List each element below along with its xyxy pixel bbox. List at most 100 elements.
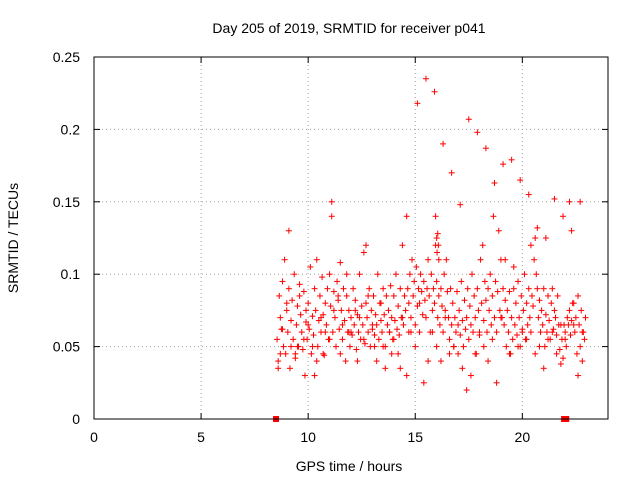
chart-title: Day 205 of 2019, SRMTID for receiver p04… [212,20,485,36]
data-point [578,307,585,314]
data-point [384,321,391,328]
data-point [308,350,315,357]
data-point [288,343,295,350]
data-point [549,329,556,336]
data-point [365,292,372,299]
data-point [568,227,575,234]
data-point [566,307,573,314]
data-point [440,329,447,336]
data-point [538,307,545,314]
data-point [490,213,497,220]
data-point [402,307,409,314]
data-point [479,242,486,249]
data-point [577,343,584,350]
y-tick-label: 0.25 [53,49,80,65]
data-point [420,379,427,386]
data-point [343,292,350,299]
data-point [456,307,463,314]
data-point [489,292,496,299]
data-point [545,292,552,299]
data-point [369,321,376,328]
data-point [579,329,586,336]
data-point [426,292,433,299]
data-point [326,336,333,343]
data-point [502,256,509,263]
data-point [475,307,482,314]
data-point [506,350,513,357]
data-point [337,259,344,266]
x-tick-label: 10 [300,429,316,445]
data-point [290,336,297,343]
data-point [326,271,333,278]
data-point [553,350,560,357]
data-point [480,343,487,350]
data-point [399,314,406,321]
data-point [327,303,334,310]
data-point [442,307,449,314]
data-point [429,329,436,336]
x-axis-label: GPS time / hours [296,458,403,474]
data-point [564,314,571,321]
data-point [437,285,444,292]
data-point [452,329,459,336]
data-point [418,288,425,295]
data-point [386,329,393,336]
data-point [533,271,540,278]
data-point [416,329,423,336]
data-point [515,343,522,350]
data-point [283,300,290,307]
data-point [390,292,397,299]
data-point [572,314,579,321]
data-point [314,343,321,350]
data-point [293,321,300,328]
data-point [405,300,412,307]
data-point [285,285,292,292]
data-point [527,329,534,336]
data-point [282,350,289,357]
data-point [441,271,448,278]
data-point [322,329,329,336]
data-point [323,321,330,328]
data-point [443,256,450,263]
data-point [460,343,467,350]
data-point [412,343,419,350]
data-point [387,282,394,289]
data-point [534,285,541,292]
data-point [431,88,438,95]
data-point [505,329,512,336]
data-point [496,307,503,314]
data-point [385,307,392,314]
data-point [450,343,457,350]
data-point [277,314,284,321]
data-point [527,242,534,249]
data-point [381,311,388,318]
data-point [532,350,539,357]
data-point [364,314,371,321]
data-point [284,329,291,336]
data-point [275,358,282,365]
data-point [405,329,412,336]
data-point [536,343,543,350]
data-point [310,332,317,339]
data-point [362,300,369,307]
data-point [486,307,493,314]
data-point [463,387,470,394]
data-point [328,213,335,220]
data-point [391,317,398,324]
data-point [413,263,420,270]
data-point [404,285,411,292]
data-point [493,379,500,386]
data-point [543,329,550,336]
data-point [557,360,564,367]
data-point [462,326,469,333]
data-point [419,311,426,318]
data-point [444,288,451,295]
data-point [521,271,528,278]
data-point [513,332,520,339]
data-point [500,285,507,292]
data-point [575,292,582,299]
data-point [399,242,406,249]
data-point [395,350,402,357]
y-tick-label: 0.05 [53,339,80,355]
data-point [365,329,372,336]
